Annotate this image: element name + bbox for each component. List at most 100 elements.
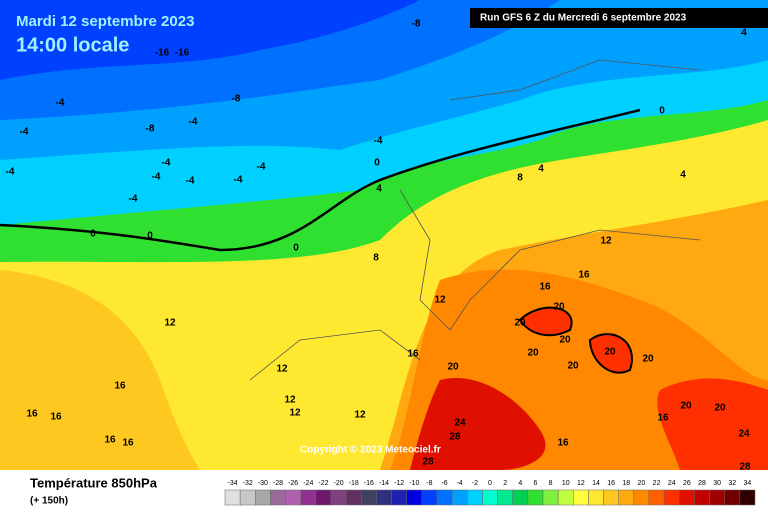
contour-label: 16 bbox=[578, 270, 590, 281]
contour-label: -4 bbox=[129, 194, 138, 205]
scale-tick-label: -32 bbox=[243, 480, 253, 487]
scale-swatch bbox=[694, 489, 710, 506]
scale-tick-label: 28 bbox=[698, 480, 706, 487]
scale-tick-label: -20 bbox=[334, 480, 344, 487]
scale-tick-label: -14 bbox=[379, 480, 389, 487]
contour-label: 12 bbox=[164, 318, 176, 329]
contour-label: 28 bbox=[449, 432, 461, 443]
scale-tick-label: -18 bbox=[349, 480, 359, 487]
scale-tick-label: 4 bbox=[518, 480, 522, 487]
scale-swatch bbox=[542, 489, 559, 506]
scale-swatch bbox=[527, 489, 544, 506]
scale-tick-label: 30 bbox=[713, 480, 721, 487]
scale-swatch bbox=[270, 489, 286, 506]
scale-tick-label: 2 bbox=[503, 480, 507, 487]
contour-label: 12 bbox=[434, 295, 446, 306]
contour-label: 12 bbox=[284, 395, 296, 406]
contour-label: -4 bbox=[20, 127, 29, 138]
scale-tick-label: 16 bbox=[607, 480, 615, 487]
contour-label: 16 bbox=[104, 435, 116, 446]
contour-label: -4 bbox=[186, 176, 195, 187]
scale-swatch bbox=[406, 489, 423, 506]
contour-label: -4 bbox=[257, 162, 266, 173]
contour-label: -16 bbox=[155, 48, 170, 59]
scale-tick-label: -16 bbox=[364, 480, 374, 487]
scale-tick-label: -8 bbox=[426, 480, 432, 487]
contour-label: -8 bbox=[412, 19, 421, 30]
forecast-date: Mardi 12 septembre 2023 bbox=[16, 13, 194, 30]
scale-swatch bbox=[224, 489, 241, 506]
scale-swatch bbox=[467, 489, 483, 506]
scale-tick-label: 14 bbox=[592, 480, 600, 487]
scale-swatch bbox=[603, 489, 619, 506]
contour-label: 20 bbox=[604, 347, 616, 358]
scale-tick-label: 32 bbox=[728, 480, 736, 487]
contour-label: -4 bbox=[234, 175, 243, 186]
scale-tick-label: 20 bbox=[638, 480, 646, 487]
scale-swatch bbox=[648, 489, 665, 506]
scale-swatch bbox=[436, 489, 453, 506]
contour-label: -4 bbox=[189, 117, 198, 128]
contour-label: 24 bbox=[738, 429, 750, 440]
contour-label: -4 bbox=[152, 172, 161, 183]
contour-label: 16 bbox=[50, 412, 62, 423]
contour-label: 16 bbox=[539, 282, 551, 293]
scale-swatch bbox=[315, 489, 332, 506]
scale-tick-label: -10 bbox=[409, 480, 419, 487]
contour-label: -4 bbox=[6, 167, 15, 178]
contour-label: 0 bbox=[147, 231, 153, 242]
scale-swatch bbox=[345, 489, 362, 506]
contour-label: 20 bbox=[553, 302, 565, 313]
scale-tick-label: 22 bbox=[653, 480, 661, 487]
run-info: Run GFS 6 Z du Mercredi 6 septembre 2023 bbox=[480, 13, 687, 24]
scale-swatch bbox=[679, 489, 695, 506]
contour-label: -16 bbox=[175, 48, 190, 59]
run-box bbox=[470, 8, 768, 28]
scale-tick-label: 12 bbox=[577, 480, 585, 487]
scale-swatch bbox=[391, 489, 407, 506]
scale-swatch bbox=[633, 489, 650, 506]
contour-label: 20 bbox=[642, 354, 654, 365]
scale-tick-label: 18 bbox=[622, 480, 630, 487]
contour-label: 28 bbox=[422, 457, 434, 468]
copyright: Copyright © 2023 Meteociel.fr bbox=[300, 445, 441, 456]
forecast-time: 14:00 locale bbox=[16, 34, 129, 56]
scale-swatch bbox=[482, 489, 498, 506]
scale-swatch bbox=[618, 489, 635, 506]
scale-tick-label: 34 bbox=[744, 480, 752, 487]
contour-label: 12 bbox=[289, 408, 301, 419]
scale-swatch bbox=[557, 489, 574, 506]
scale-tick-label: -30 bbox=[258, 480, 268, 487]
scale-tick-label: 0 bbox=[488, 480, 492, 487]
scale-tick-label: -6 bbox=[441, 480, 447, 487]
legend-title: Température 850hPa bbox=[30, 475, 158, 490]
contour-label: 4 bbox=[680, 170, 686, 181]
contour-label: 20 bbox=[559, 335, 571, 346]
contour-label: 12 bbox=[354, 410, 366, 421]
contour-label: -8 bbox=[146, 124, 155, 135]
scale-tick-label: -24 bbox=[303, 480, 313, 487]
scale-tick-label: -2 bbox=[472, 480, 478, 487]
scale-swatch bbox=[724, 489, 741, 506]
scale-swatch bbox=[330, 489, 347, 506]
scale-swatch bbox=[573, 489, 589, 506]
contour-label: 0 bbox=[659, 106, 665, 117]
scale-tick-label: 24 bbox=[668, 480, 676, 487]
scale-tick-label: 8 bbox=[549, 480, 553, 487]
map-background bbox=[0, 0, 768, 470]
scale-swatch bbox=[512, 489, 529, 506]
contour-label: 16 bbox=[407, 349, 419, 360]
scale-tick-label: -4 bbox=[457, 480, 463, 487]
contour-label: -4 bbox=[56, 98, 65, 109]
contour-label: 8 bbox=[517, 173, 523, 184]
contour-label: 12 bbox=[600, 236, 612, 247]
scale-swatch bbox=[739, 489, 756, 506]
contour-label: 4 bbox=[741, 28, 747, 39]
contour-label: 0 bbox=[293, 243, 299, 254]
scale-swatch bbox=[239, 489, 256, 506]
contour-label: -4 bbox=[374, 136, 383, 147]
scale-swatch bbox=[285, 489, 301, 506]
scale-tick-label: -12 bbox=[394, 480, 404, 487]
